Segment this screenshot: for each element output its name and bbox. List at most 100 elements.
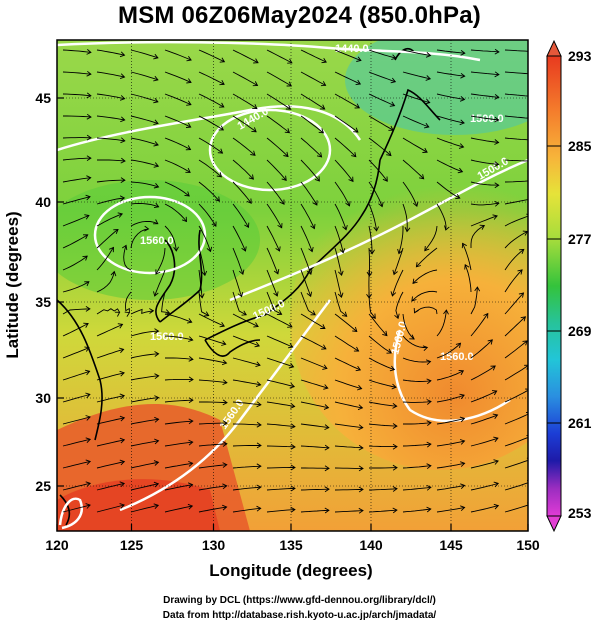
china-coast xyxy=(57,299,103,441)
streamline xyxy=(130,504,159,513)
streamline xyxy=(130,220,158,227)
streamline-arrowhead xyxy=(222,462,228,468)
hot-region-south xyxy=(57,479,220,531)
streamline xyxy=(232,486,261,491)
streamline-arrowhead xyxy=(256,463,262,470)
streamline-arrowhead xyxy=(114,311,121,317)
streamline xyxy=(470,339,493,359)
streamline xyxy=(266,487,296,491)
streamline xyxy=(232,71,258,86)
streamline xyxy=(300,509,329,513)
colorbar-label: 269 xyxy=(568,323,592,339)
cold-region-ne xyxy=(345,40,528,135)
streamline-arrowhead xyxy=(324,444,330,451)
streamline-arrowhead xyxy=(83,234,89,240)
y-tick-label: 35 xyxy=(35,294,51,310)
streamline-arrowhead xyxy=(241,246,247,252)
streamline-arrowhead xyxy=(373,226,380,232)
streamline-arrowhead xyxy=(188,376,194,383)
streamline xyxy=(334,137,357,158)
streamline xyxy=(403,422,432,425)
streamline xyxy=(62,177,91,183)
streamline xyxy=(130,137,159,146)
streamline xyxy=(198,443,227,447)
streamline-arrowhead xyxy=(155,269,161,275)
streamline xyxy=(470,202,499,206)
streamline xyxy=(266,159,287,181)
streamline-arrowhead xyxy=(321,57,327,64)
streamline-arrowhead xyxy=(86,175,92,181)
streamline-arrowhead xyxy=(389,365,396,372)
streamline xyxy=(62,393,91,403)
streamline-arrowhead xyxy=(324,424,330,431)
streamline-arrowhead xyxy=(353,346,360,352)
streamline xyxy=(368,71,396,83)
streamline-arrowhead xyxy=(493,459,499,465)
streamline xyxy=(368,49,396,59)
streamline xyxy=(198,506,227,513)
streamline xyxy=(96,504,125,513)
streamline-arrowhead xyxy=(358,507,364,514)
streamline xyxy=(334,71,361,85)
streamline-arrowhead xyxy=(85,415,91,421)
streamline xyxy=(402,357,431,363)
streamline xyxy=(368,225,373,254)
streamline-arrowhead xyxy=(290,423,296,430)
streamline-arrowhead xyxy=(187,318,193,324)
streamline xyxy=(96,179,125,183)
streamline-arrowhead xyxy=(342,311,348,317)
streamline-arrowhead xyxy=(256,401,262,408)
streamline xyxy=(334,247,343,276)
streamline xyxy=(232,49,259,64)
streamline-arrowhead xyxy=(412,201,419,207)
streamline xyxy=(300,445,329,449)
streamline xyxy=(300,313,326,329)
streamline-arrowhead xyxy=(120,137,126,144)
streamline-arrowhead xyxy=(351,152,357,158)
streamline-arrowhead xyxy=(253,58,259,64)
streamline-arrowhead xyxy=(316,152,323,158)
streamline xyxy=(300,488,330,491)
streamline xyxy=(266,269,278,297)
streamline-arrowhead xyxy=(216,172,223,178)
streamline-arrowhead xyxy=(185,145,192,151)
streamline-arrowhead xyxy=(310,223,316,230)
streamline xyxy=(96,308,120,315)
streamline-arrowhead xyxy=(424,98,431,105)
streamline xyxy=(232,335,260,347)
streamline-arrowhead xyxy=(144,225,150,232)
streamline xyxy=(402,443,431,447)
streamline xyxy=(470,482,499,491)
streamline xyxy=(334,510,364,513)
contour-label: 1500.0 xyxy=(470,113,504,125)
streamline xyxy=(368,247,370,276)
streamline-arrowhead xyxy=(86,134,92,141)
streamline xyxy=(232,203,249,228)
streamline xyxy=(164,137,191,150)
contour-1560-east xyxy=(393,329,511,423)
streamline-arrowhead xyxy=(221,359,228,366)
streamline xyxy=(368,159,388,182)
streamline-arrowhead xyxy=(394,313,400,320)
streamline xyxy=(334,357,361,371)
streamline-arrowhead xyxy=(121,244,128,251)
streamline xyxy=(504,180,528,183)
streamline-arrowhead xyxy=(222,504,228,511)
streamline-arrowhead xyxy=(252,81,259,87)
streamline-arrowhead xyxy=(290,485,296,492)
streamline xyxy=(62,482,91,491)
streamline-arrowhead xyxy=(124,311,131,317)
streamline xyxy=(232,269,243,297)
streamline xyxy=(266,115,290,134)
streamline xyxy=(504,365,528,381)
streamline-arrowhead xyxy=(354,103,361,109)
streamline xyxy=(164,484,193,491)
streamline-arrowhead xyxy=(119,459,126,466)
streamline xyxy=(154,269,166,297)
streamline xyxy=(470,460,499,469)
streamline-arrowhead xyxy=(244,222,250,229)
streamline-arrowhead xyxy=(187,503,194,510)
streamline-arrowhead xyxy=(238,269,245,276)
x-tick-label: 140 xyxy=(359,537,383,553)
streamline-arrowhead xyxy=(186,78,192,84)
